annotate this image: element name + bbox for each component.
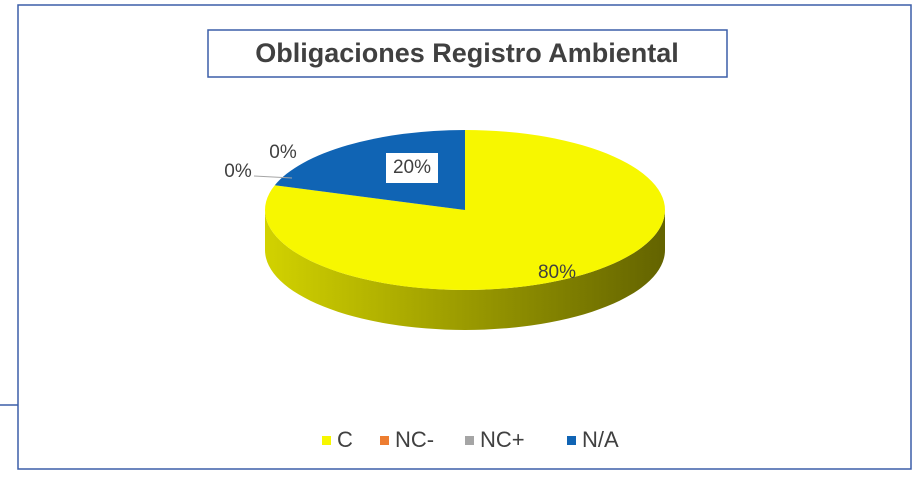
data-label: 80% bbox=[538, 262, 576, 283]
legend-swatch bbox=[567, 436, 576, 445]
leader-line bbox=[253, 175, 293, 179]
pie-slice bbox=[274, 130, 465, 210]
title-box bbox=[207, 29, 728, 78]
chart-title: Obligaciones Registro Ambiental bbox=[255, 38, 679, 68]
data-label: 0% bbox=[224, 161, 252, 182]
legend-swatch bbox=[380, 436, 389, 445]
legend-label: N/A bbox=[582, 427, 619, 452]
legend-label: NC+ bbox=[480, 427, 525, 452]
legend-label: C bbox=[337, 427, 353, 452]
label-box bbox=[386, 153, 438, 183]
legend-swatch bbox=[465, 436, 474, 445]
data-label: 0% bbox=[269, 142, 297, 163]
legend-label: NC- bbox=[395, 427, 434, 452]
data-label: 20% bbox=[393, 157, 431, 178]
pie-side bbox=[265, 210, 665, 330]
legend-swatch bbox=[322, 436, 331, 445]
